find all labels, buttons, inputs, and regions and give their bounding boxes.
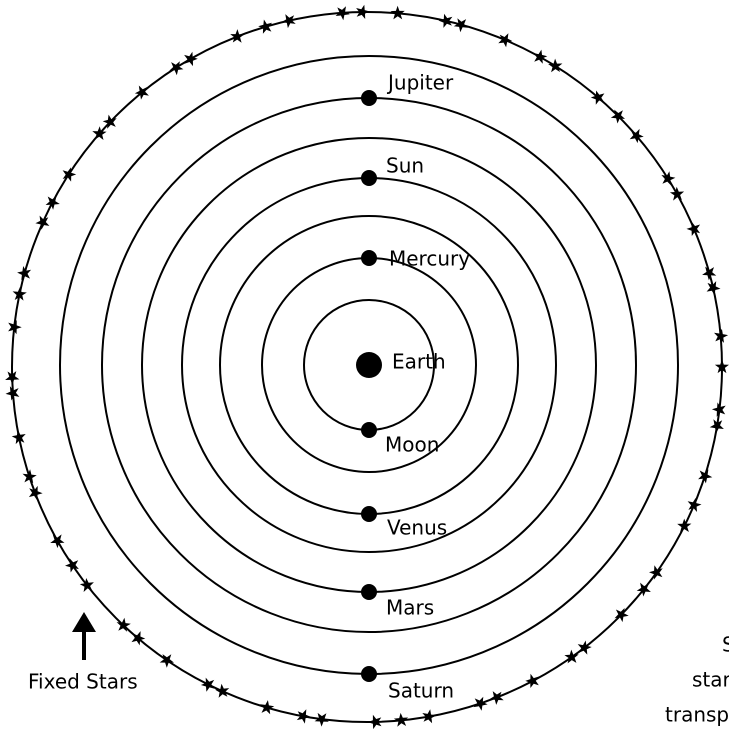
star <box>709 419 724 434</box>
star <box>711 402 726 417</box>
star <box>698 469 713 484</box>
star <box>11 430 26 445</box>
star <box>184 51 198 67</box>
star <box>649 565 663 580</box>
moon-dot <box>361 422 377 438</box>
star <box>200 677 215 692</box>
star <box>438 13 453 28</box>
star <box>116 617 131 632</box>
jupiter-dot <box>361 90 377 106</box>
venus-dot <box>361 506 377 522</box>
earth-dot <box>356 352 382 378</box>
label: Sun <box>386 154 424 178</box>
star <box>215 683 230 698</box>
star <box>17 266 32 281</box>
fixed-stars-label: Fixed Stars <box>28 670 138 694</box>
star <box>393 712 409 727</box>
star <box>45 195 60 210</box>
star <box>422 709 437 724</box>
caption-fragment: transp <box>665 703 729 727</box>
star <box>12 286 27 301</box>
star <box>230 29 245 43</box>
star <box>367 714 382 730</box>
star <box>610 109 625 124</box>
star <box>525 673 539 688</box>
star <box>35 215 50 230</box>
star <box>498 33 513 48</box>
sun-dot <box>361 170 377 186</box>
star <box>714 328 729 343</box>
star <box>22 469 37 484</box>
star <box>661 171 676 186</box>
star <box>314 712 329 727</box>
star <box>629 128 644 144</box>
star <box>453 18 468 33</box>
star <box>65 558 79 573</box>
star <box>92 126 107 140</box>
star <box>687 497 702 512</box>
star <box>706 281 721 296</box>
star <box>335 6 350 21</box>
star <box>79 578 94 592</box>
star <box>8 320 22 335</box>
star <box>473 696 488 711</box>
star <box>548 58 563 73</box>
caption-fragment: star <box>692 668 729 692</box>
star <box>702 266 717 281</box>
star <box>28 485 43 501</box>
star <box>356 4 370 19</box>
star <box>614 608 629 623</box>
star <box>169 61 184 76</box>
star <box>260 700 275 715</box>
label: Mercury <box>389 247 470 271</box>
star <box>134 85 149 100</box>
star <box>296 709 311 724</box>
star <box>489 691 504 705</box>
star <box>258 19 273 34</box>
fixed-stars <box>5 4 729 730</box>
mars-dot <box>361 584 377 600</box>
star <box>564 649 579 664</box>
star <box>686 221 701 236</box>
star <box>669 186 685 201</box>
star <box>714 359 729 374</box>
caption-fragment: S <box>722 633 729 657</box>
label: Mars <box>386 596 434 620</box>
star <box>390 5 405 20</box>
label: Earth <box>392 350 446 374</box>
star <box>62 167 77 182</box>
arrow-head <box>72 612 96 632</box>
star <box>5 386 20 401</box>
star <box>533 49 548 64</box>
star <box>159 654 174 668</box>
star <box>102 114 117 129</box>
star <box>636 582 651 597</box>
label: Jupiter <box>386 71 454 95</box>
star <box>281 14 296 29</box>
star <box>677 518 692 533</box>
mercury-dot <box>361 250 377 266</box>
label: Saturn <box>388 679 454 703</box>
label: Venus <box>387 516 447 540</box>
star <box>50 534 65 549</box>
saturn-dot <box>361 666 377 682</box>
star <box>5 371 20 385</box>
star <box>577 640 592 655</box>
star <box>131 631 146 646</box>
label: Moon <box>385 433 439 457</box>
star <box>590 90 605 105</box>
